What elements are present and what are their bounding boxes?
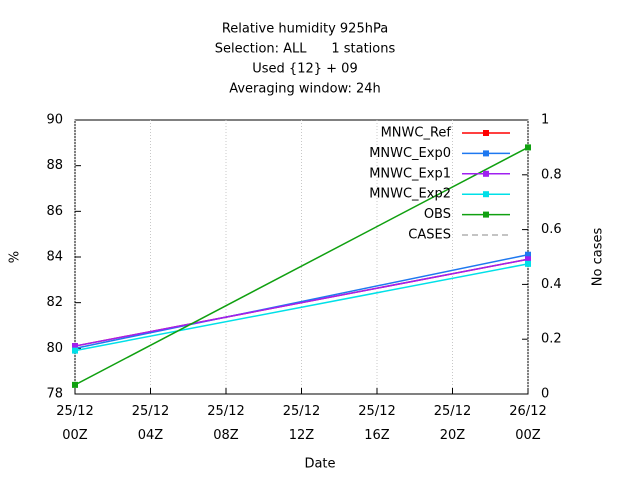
legend-label: MNWC_Exp0	[369, 146, 451, 161]
legend-marker	[483, 130, 489, 136]
data-point	[525, 260, 531, 267]
legend-label: MNWC_Exp2	[369, 187, 451, 202]
y2-tick-label: 1	[541, 113, 549, 128]
chart-title: Relative humidity 925hPa	[222, 22, 388, 37]
y-tick-label: 78	[46, 387, 63, 402]
y2-tick-label: 0.2	[541, 332, 562, 347]
data-point	[525, 251, 531, 258]
y2-tick-label: 0	[541, 387, 549, 402]
series-line	[74, 253, 529, 350]
legend-label: OBS	[424, 207, 451, 222]
x-tick-label: 25/12 08Z	[207, 404, 244, 443]
y2-tick-label: 0.4	[541, 277, 562, 292]
data-point	[72, 347, 78, 354]
y2-tick-label: 0.6	[541, 222, 562, 237]
legend-marker	[483, 211, 489, 218]
legend-marker	[483, 150, 489, 157]
y-tick-label: 84	[46, 250, 63, 265]
x-tick-label: 25/12 12Z	[283, 404, 320, 443]
y-tick-label: 88	[46, 158, 63, 173]
x-tick-label: 25/12 20Z	[434, 404, 471, 443]
legend-label: MNWC_Ref	[381, 126, 452, 141]
x-tick-label: 25/12 16Z	[358, 404, 395, 443]
series-line	[74, 263, 529, 352]
x-tick-label: 25/12 04Z	[132, 404, 169, 443]
x-axis-label: Date	[304, 457, 335, 472]
chart-title: Used {12} + 09	[252, 62, 357, 77]
y-tick-label: 80	[46, 341, 63, 356]
data-point	[525, 144, 531, 151]
legend-marker	[483, 170, 489, 177]
data-point	[72, 381, 78, 388]
legend-label: CASES	[408, 228, 451, 243]
legend-marker	[483, 191, 489, 198]
y-tick-label: 90	[46, 113, 63, 128]
series-line	[74, 146, 529, 386]
x-tick-label: 25/12 00Z	[56, 404, 93, 443]
legend-label: MNWC_Exp1	[369, 166, 451, 181]
plot-frame	[74, 119, 529, 395]
y-axis-label: %	[8, 251, 23, 263]
y2-tick-label: 0.8	[541, 167, 562, 182]
y2-axis-label: No cases	[591, 228, 606, 287]
data-point	[72, 343, 78, 350]
data-point	[525, 256, 531, 263]
chart-title: Selection: ALL 1 stations	[215, 42, 396, 57]
series-line	[74, 258, 529, 347]
y-tick-label: 86	[46, 204, 63, 219]
x-tick-label: 26/12 00Z	[509, 404, 546, 443]
chart-title: Averaging window: 24h	[229, 82, 381, 97]
y-tick-label: 82	[46, 295, 63, 310]
